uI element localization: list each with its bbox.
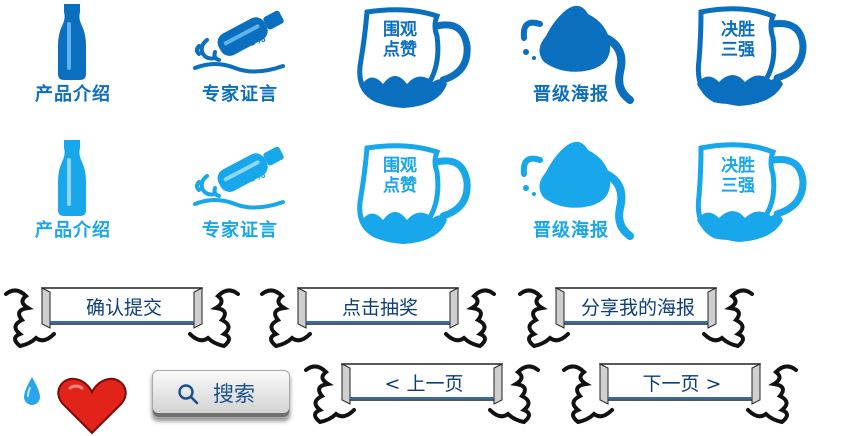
search-icon [178, 384, 199, 405]
lottery-draw-button[interactable]: 点击抽奖 [258, 284, 498, 350]
promotion-poster-icon-tile[interactable]: 晋级海报 [516, 2, 634, 112]
ribbon-frame-icon [4, 287, 240, 349]
previous-page-button[interactable]: < 上一页 [302, 360, 542, 426]
teapot-splash-icon [520, 141, 634, 240]
product-intro-icon-tile[interactable]: 产品介绍 [18, 2, 128, 112]
pouring-bottle-icon [193, 10, 285, 74]
watch-like-icon-tile[interactable]: 围观 点赞 [355, 138, 471, 248]
ribbon-frame-icon [260, 287, 496, 349]
expert-testimony-label: 专家证言 [202, 220, 278, 241]
heart-icon[interactable] [56, 376, 128, 436]
promotion-poster-icon-tile[interactable]: 晋级海报 [516, 138, 634, 248]
ribbon-frame-icon [304, 363, 540, 425]
expert-testimony-icon-tile[interactable]: 100% 专家证言 [185, 2, 295, 112]
confirm-submit-label: 确认提交 [85, 297, 162, 319]
final-three-icon-tile[interactable]: 决胜 三强 [693, 138, 807, 248]
search-label: 搜索 [213, 382, 255, 406]
top-three-label: 三强 [721, 40, 755, 60]
search-button[interactable]: 搜索 [152, 370, 290, 418]
decisive-label: 决胜 [721, 20, 755, 40]
share-poster-label: 分享我的海报 [580, 297, 695, 319]
bottle-icon [58, 4, 86, 80]
previous-page-label: < 上一页 [384, 373, 464, 395]
next-page-button[interactable]: 下一页 > [560, 360, 800, 426]
watch-label: 围观 [383, 20, 417, 40]
top-three-label: 三强 [721, 176, 755, 196]
expert-testimony-label: 专家证言 [202, 84, 278, 105]
watch-like-icon-tile[interactable]: 围观 点赞 [355, 2, 471, 112]
lottery-draw-label: 点击抽奖 [341, 297, 418, 319]
watch-label: 围观 [383, 156, 417, 176]
water-drop-icon [24, 377, 40, 405]
ribbon-frame-icon [518, 287, 754, 349]
share-poster-button[interactable]: 分享我的海报 [516, 284, 756, 350]
pitcher-icon [357, 143, 471, 244]
final-three-icon-tile[interactable]: 决胜 三强 [693, 2, 807, 112]
product-intro-icon-tile[interactable]: 产品介绍 [18, 138, 128, 248]
confirm-submit-button[interactable]: 确认提交 [2, 284, 242, 350]
pitcher-icon [695, 142, 807, 242]
bottle-icon [58, 140, 86, 216]
pitcher-icon [357, 7, 471, 108]
promotion-poster-label: 晋级海报 [533, 220, 609, 241]
like-label: 点赞 [383, 176, 417, 196]
promotion-poster-label: 晋级海报 [533, 84, 609, 105]
like-label: 点赞 [383, 40, 417, 60]
expert-testimony-icon-tile[interactable]: 100% 专家证言 [185, 138, 295, 248]
decisive-label: 决胜 [721, 156, 755, 176]
product-intro-label: 产品介绍 [35, 84, 111, 105]
pouring-bottle-icon [193, 146, 285, 210]
teapot-splash-icon [520, 5, 634, 104]
ribbon-frame-icon [562, 363, 798, 425]
next-page-label: 下一页 > [642, 373, 722, 395]
pitcher-icon [695, 6, 807, 106]
product-intro-label: 产品介绍 [35, 220, 111, 241]
